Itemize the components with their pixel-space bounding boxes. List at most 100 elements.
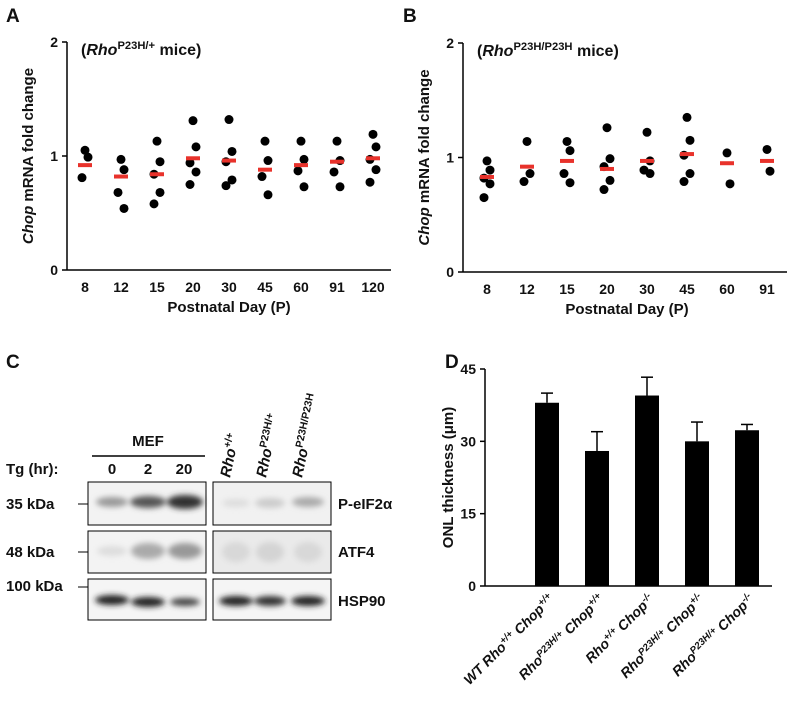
data-point: [368, 129, 378, 139]
data-point: [155, 157, 165, 167]
data-point: [260, 136, 270, 146]
y-tick-label: 1: [50, 148, 58, 164]
bar: [635, 395, 659, 586]
x-tick-label: WT Rho+/+ Chop+/+: [460, 590, 557, 687]
y-tick-label: 30: [460, 433, 476, 449]
panel-label: A: [6, 6, 20, 27]
x-tick-label: 30: [221, 279, 237, 295]
annotation: (RhoP23H/+ mice): [81, 40, 201, 59]
data-point: [371, 165, 381, 175]
data-point: [113, 187, 123, 197]
data-point: [685, 135, 695, 145]
protein-label: HSP90: [338, 593, 386, 610]
data-point: [80, 145, 90, 155]
protein-label: ATF4: [338, 544, 375, 561]
x-tick-label: 12: [113, 279, 129, 295]
bands: [97, 542, 322, 562]
data-point: [116, 154, 126, 164]
text-part: Rho: [289, 447, 312, 479]
y-axis-label: Chop mRNA fold change: [20, 68, 37, 244]
text-part: (: [477, 43, 483, 60]
text-part: mRNA fold change: [416, 69, 433, 207]
data-point: [522, 136, 532, 146]
text-part: Rho: [482, 43, 513, 60]
x-tick-label: 120: [361, 279, 385, 295]
lane-label: 20: [176, 461, 193, 478]
data-point: [263, 190, 273, 200]
lane-label: 2: [144, 461, 152, 478]
data-point: [227, 175, 237, 185]
x-tick-label: 91: [759, 281, 775, 297]
bar: [685, 441, 709, 586]
text-part: mRNA fold change: [20, 68, 37, 206]
data-point: [565, 178, 575, 188]
lane-label: RhoP23H/+: [251, 412, 283, 479]
y-axis-label: Chop mRNA fold change: [416, 69, 433, 245]
y-tick-label: 0: [446, 264, 454, 280]
bands: [96, 495, 324, 509]
data-point: [296, 136, 306, 146]
data-point: [559, 169, 569, 179]
lane-label: Rho+/+: [215, 431, 243, 478]
data-point: [185, 158, 195, 168]
bar: [735, 430, 759, 586]
panel-label: C: [6, 352, 20, 373]
data-point: [263, 156, 273, 166]
bands: [95, 595, 325, 607]
text-part: Chop: [20, 206, 37, 244]
y-tick-label: 1: [446, 150, 454, 166]
data-point: [642, 127, 652, 137]
x-tick-label: 8: [81, 279, 89, 295]
data-point: [299, 182, 309, 192]
data-point: [519, 177, 529, 187]
x-tick-label: 20: [599, 281, 615, 297]
data-point: [149, 199, 159, 209]
x-tick-label: 12: [519, 281, 535, 297]
y-tick-label: 0: [468, 578, 476, 594]
data-point: [191, 167, 201, 177]
x-tick-label: 30: [639, 281, 655, 297]
data-point: [599, 185, 609, 195]
data-point: [119, 165, 129, 175]
panel-label: D: [445, 352, 459, 373]
data-point: [221, 181, 231, 191]
text-part: mice): [573, 43, 619, 60]
data-point: [482, 156, 492, 166]
lane-label: RhoP23H/P23H: [287, 392, 323, 479]
text-part: P23H/P23H: [293, 392, 316, 449]
x-tick-label: RhoP23H/+ Chop+/-: [617, 590, 708, 681]
data-point: [332, 136, 342, 146]
text-part: +/+: [221, 431, 236, 448]
text-part: Rho: [217, 447, 240, 479]
data-point: [602, 123, 612, 133]
data-point: [605, 154, 615, 164]
x-tick-label: 8: [483, 281, 491, 297]
x-tick-label: 91: [329, 279, 345, 295]
marker-label: 48 kDa: [6, 544, 55, 561]
text-part: P23H/P23H: [513, 41, 572, 53]
text-part: Chop: [416, 207, 433, 245]
y-axis-label: ONL thickness (μm): [440, 407, 457, 548]
y-tick-label: 2: [446, 35, 454, 51]
x-axis-label: Postnatal Day (P): [565, 301, 688, 318]
bar: [585, 450, 609, 586]
protein-label: P-eIF2α: [338, 496, 393, 513]
text-part: Rho: [253, 447, 276, 479]
text-part: WT Rho: [460, 639, 509, 688]
group-label: MEF: [132, 433, 164, 450]
data-point: [485, 165, 495, 175]
panel-label: B: [403, 6, 417, 27]
data-point: [485, 179, 495, 189]
western-blot: C MEF Tg (hr): 0 2 20 35 kDa 48 kDa 100 …: [6, 352, 393, 621]
bar: [535, 402, 559, 586]
data-point: [119, 203, 129, 213]
data-point: [605, 175, 615, 185]
data-point: [185, 180, 195, 189]
annotation: (RhoP23H/P23H mice): [477, 41, 619, 60]
data-point: [224, 115, 234, 125]
data-point: [155, 187, 165, 197]
data-point: [525, 169, 535, 179]
data-point: [257, 172, 267, 182]
text-part: mice): [155, 42, 201, 59]
